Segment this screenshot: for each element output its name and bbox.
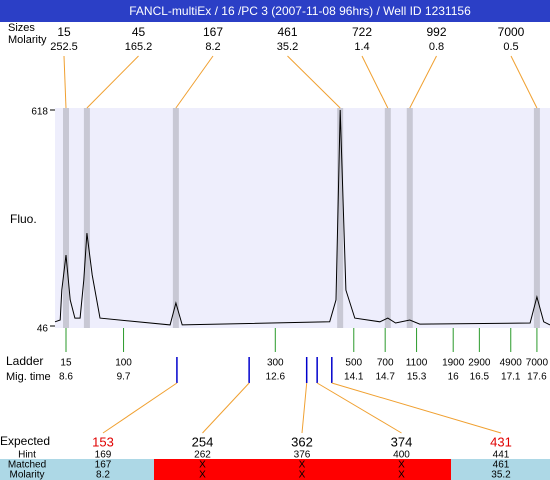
peak-connector <box>287 55 341 109</box>
matched: X <box>299 460 306 471</box>
mig-time-label: Mig. time <box>6 371 51 383</box>
matched: 167 <box>95 460 112 471</box>
expected-size: 362 <box>291 434 313 449</box>
matched: X <box>199 460 206 471</box>
result-cell <box>154 459 253 480</box>
hint: 376 <box>294 450 311 461</box>
y-tick-label: 618 <box>31 107 48 118</box>
hint: 400 <box>393 450 410 461</box>
ladder-time: 14.7 <box>375 372 395 383</box>
ladder-size: 15 <box>60 358 72 369</box>
expected-connector <box>102 382 178 434</box>
molarity: 35.2 <box>491 470 511 480</box>
ladder-size: 1100 <box>406 358 428 369</box>
hint: 262 <box>194 450 211 461</box>
peak-molarity: 252.5 <box>50 41 78 53</box>
peak-connector <box>63 55 67 109</box>
hint: 169 <box>95 450 112 461</box>
ladder-label: Ladder <box>6 354 43 368</box>
peak-size: 45 <box>132 25 146 39</box>
label-bg <box>0 459 55 480</box>
result-cell <box>253 459 352 480</box>
ladder-size: 700 <box>377 358 394 369</box>
peak-connector <box>409 55 437 109</box>
peak-molarity: 0.5 <box>503 41 518 53</box>
peak-connector <box>175 55 214 109</box>
peak-size: 7000 <box>498 25 525 39</box>
title-bar <box>0 0 550 22</box>
molarity: X <box>398 470 405 480</box>
ladder-size: 300 <box>267 358 284 369</box>
peak-molarity: 1.4 <box>354 41 369 53</box>
molarity-label: Molarity <box>9 470 44 480</box>
result-cell <box>451 459 550 480</box>
peak-band <box>83 108 90 328</box>
peak-size-label: Sizes <box>8 22 35 34</box>
ladder-size: 100 <box>115 358 132 369</box>
peak-band <box>337 108 344 328</box>
peak-connector <box>510 55 538 109</box>
peak-molarity: 165.2 <box>125 41 153 53</box>
peak-molarity: 35.2 <box>277 41 298 53</box>
peak-band <box>62 108 69 328</box>
ladder-size: 4900 <box>500 358 523 369</box>
molarity: X <box>199 470 206 480</box>
y-tick-label: 46 <box>37 324 49 335</box>
peak-molarity: 8.2 <box>205 41 220 53</box>
hint-label: Hint <box>18 450 36 461</box>
matched: X <box>398 460 405 471</box>
ladder-time: 12.6 <box>266 372 286 383</box>
expected-size: 374 <box>391 434 413 449</box>
ladder-size: 1900 <box>442 358 465 369</box>
ladder-size: 2900 <box>468 358 491 369</box>
molarity: X <box>299 470 306 480</box>
peak-size: 992 <box>426 25 446 39</box>
trace <box>54 109 550 326</box>
expected-connector <box>301 382 308 434</box>
plot-area <box>55 108 550 328</box>
expected-size: 431 <box>490 434 512 449</box>
peak-size: 167 <box>203 25 223 39</box>
expected-connector <box>331 382 502 434</box>
ladder-time: 8.6 <box>59 372 73 383</box>
ladder-size: 500 <box>345 358 362 369</box>
ladder-time: 9.7 <box>117 372 131 383</box>
peak-size: 15 <box>57 25 71 39</box>
result-cell <box>352 459 451 480</box>
molarity: 8.2 <box>96 470 110 480</box>
expected-label: Expected <box>0 434 50 448</box>
peak-connector <box>361 55 389 109</box>
expected-size: 254 <box>192 434 214 449</box>
ladder-time: 17.1 <box>501 372 521 383</box>
ladder-time: 16 <box>448 372 460 383</box>
expected-connector <box>316 382 402 434</box>
matched-label: Matched <box>8 460 46 471</box>
ladder-time: 15.3 <box>407 372 427 383</box>
peak-band <box>384 108 391 328</box>
peak-band <box>172 108 179 328</box>
expected-connector <box>202 382 250 434</box>
peak-size: 722 <box>352 25 372 39</box>
peak-connector <box>86 55 139 109</box>
peak-molarity-label: Molarity <box>8 34 47 46</box>
peak-size: 461 <box>277 25 297 39</box>
peak-band <box>533 108 540 328</box>
y-axis-label: Fluo. <box>10 212 37 226</box>
ladder-time: 14.1 <box>344 372 364 383</box>
ladder-time: 17.6 <box>527 372 547 383</box>
chart-title: FANCL-multiEx / 16 /PC 3 (2007-11-08 96h… <box>129 4 471 18</box>
peak-band <box>406 108 413 328</box>
matched: 461 <box>493 460 510 471</box>
ladder-time: 16.5 <box>470 372 490 383</box>
expected-size: 153 <box>92 434 114 449</box>
result-cell <box>55 459 154 480</box>
ladder-size: 7000 <box>526 358 549 369</box>
peak-molarity: 0.8 <box>429 41 444 53</box>
hint: 441 <box>493 450 510 461</box>
